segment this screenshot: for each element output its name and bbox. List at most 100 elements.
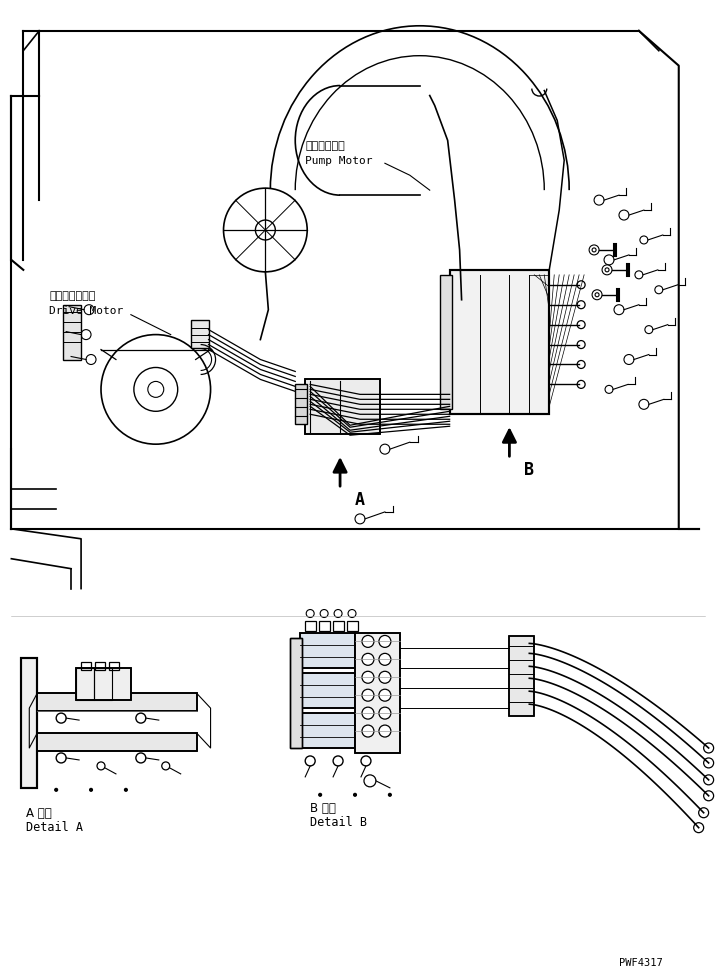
Circle shape	[136, 753, 146, 763]
Circle shape	[635, 272, 643, 279]
Circle shape	[90, 788, 92, 791]
Bar	[37, 694, 197, 711]
Circle shape	[54, 788, 58, 791]
Circle shape	[362, 690, 374, 701]
Circle shape	[362, 725, 374, 738]
Circle shape	[577, 361, 585, 369]
Circle shape	[362, 654, 374, 665]
Circle shape	[379, 636, 391, 648]
Text: ドライブモータ: ドライブモータ	[49, 290, 95, 301]
Circle shape	[694, 823, 704, 832]
Bar	[355, 634, 400, 753]
Bar	[290, 639, 302, 748]
Circle shape	[101, 335, 211, 445]
Bar	[21, 658, 37, 788]
Text: Drive Motor: Drive Motor	[49, 306, 123, 316]
Circle shape	[379, 725, 391, 738]
Circle shape	[355, 514, 365, 525]
Circle shape	[595, 293, 599, 297]
Text: PWF4317: PWF4317	[619, 957, 663, 967]
Text: B: B	[524, 460, 534, 479]
Bar	[300, 713, 355, 748]
Bar	[63, 306, 81, 361]
Text: A: A	[355, 490, 365, 508]
Circle shape	[594, 196, 604, 206]
Bar	[450, 271, 549, 415]
Circle shape	[379, 690, 391, 701]
Bar	[37, 694, 197, 711]
Circle shape	[147, 382, 164, 398]
Circle shape	[348, 610, 356, 617]
Bar	[109, 662, 119, 670]
Bar	[300, 673, 355, 708]
Circle shape	[333, 756, 343, 766]
Circle shape	[577, 302, 585, 310]
Bar	[300, 634, 355, 668]
Circle shape	[577, 341, 585, 349]
Circle shape	[362, 636, 374, 648]
Bar	[347, 621, 358, 632]
Bar	[94, 668, 112, 701]
Bar	[300, 713, 355, 748]
Circle shape	[640, 236, 648, 244]
Bar	[300, 634, 355, 668]
Circle shape	[605, 386, 613, 394]
Circle shape	[364, 775, 376, 787]
Circle shape	[97, 762, 105, 770]
Circle shape	[136, 713, 146, 723]
Circle shape	[223, 189, 307, 273]
Circle shape	[84, 306, 94, 316]
Bar	[300, 673, 355, 708]
Bar	[76, 668, 131, 701]
Text: Detail A: Detail A	[26, 820, 83, 832]
Bar	[509, 637, 534, 716]
Bar	[295, 385, 307, 425]
Circle shape	[614, 306, 624, 316]
Text: A 詳細: A 詳細	[26, 806, 52, 819]
Circle shape	[704, 743, 714, 753]
Bar	[305, 380, 380, 435]
Circle shape	[645, 326, 653, 334]
Circle shape	[354, 793, 357, 796]
Bar	[81, 662, 91, 670]
Circle shape	[605, 269, 609, 273]
Circle shape	[319, 793, 321, 796]
Circle shape	[619, 211, 629, 221]
Circle shape	[602, 266, 612, 276]
Circle shape	[639, 400, 649, 410]
Circle shape	[362, 671, 374, 684]
Circle shape	[577, 321, 585, 329]
Circle shape	[86, 356, 96, 365]
Bar	[95, 662, 105, 670]
Circle shape	[362, 707, 374, 719]
Circle shape	[256, 221, 276, 240]
Bar	[290, 639, 302, 748]
Circle shape	[592, 249, 596, 253]
Circle shape	[624, 356, 634, 365]
Circle shape	[388, 793, 392, 796]
Bar	[190, 320, 208, 348]
Circle shape	[56, 753, 66, 763]
Circle shape	[655, 286, 663, 294]
Circle shape	[577, 281, 585, 289]
Bar	[440, 276, 452, 410]
Bar	[305, 621, 316, 632]
Bar	[21, 658, 37, 788]
Circle shape	[704, 758, 714, 768]
Circle shape	[699, 808, 709, 818]
Bar	[333, 621, 344, 632]
Circle shape	[592, 290, 602, 300]
Circle shape	[56, 713, 66, 723]
Circle shape	[320, 610, 328, 617]
Bar	[305, 380, 380, 435]
Circle shape	[604, 256, 614, 266]
Circle shape	[380, 445, 390, 454]
Text: ポンプモータ: ポンプモータ	[305, 142, 345, 151]
Circle shape	[704, 775, 714, 786]
Circle shape	[379, 671, 391, 684]
Circle shape	[334, 610, 342, 617]
Circle shape	[379, 654, 391, 665]
Circle shape	[379, 707, 391, 719]
Circle shape	[306, 610, 314, 617]
Bar	[355, 634, 400, 753]
